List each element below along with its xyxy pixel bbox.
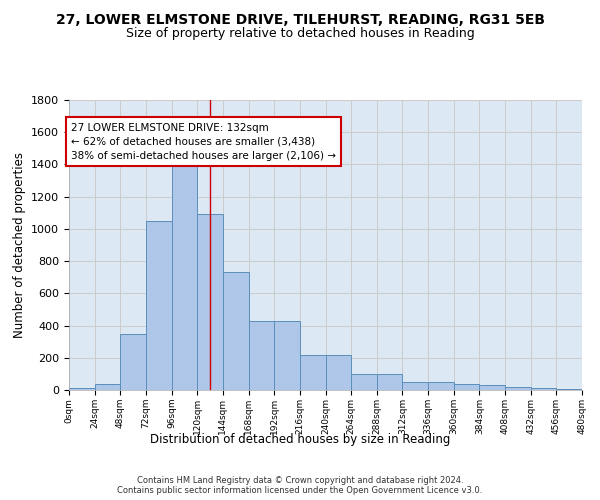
Bar: [146, 221, 172, 390]
Bar: [274, 320, 300, 390]
Text: Size of property relative to detached houses in Reading: Size of property relative to detached ho…: [125, 28, 475, 40]
Bar: [454, 384, 479, 390]
Bar: [69, 388, 95, 390]
Bar: [121, 334, 146, 390]
Bar: [428, 382, 454, 390]
Bar: [248, 320, 274, 390]
Bar: [556, 389, 582, 390]
Bar: [325, 356, 351, 390]
Bar: [172, 156, 197, 390]
Text: Contains HM Land Registry data © Crown copyright and database right 2024.
Contai: Contains HM Land Registry data © Crown c…: [118, 476, 482, 495]
Bar: [531, 388, 556, 390]
Bar: [95, 384, 121, 390]
Text: Distribution of detached houses by size in Reading: Distribution of detached houses by size …: [150, 432, 450, 446]
Bar: [505, 387, 531, 390]
Bar: [479, 385, 505, 390]
Text: 27 LOWER ELMSTONE DRIVE: 132sqm
← 62% of detached houses are smaller (3,438)
38%: 27 LOWER ELMSTONE DRIVE: 132sqm ← 62% of…: [71, 122, 336, 160]
Text: 27, LOWER ELMSTONE DRIVE, TILEHURST, READING, RG31 5EB: 27, LOWER ELMSTONE DRIVE, TILEHURST, REA…: [56, 12, 545, 26]
Bar: [351, 374, 377, 390]
Bar: [300, 356, 325, 390]
Bar: [223, 272, 248, 390]
Y-axis label: Number of detached properties: Number of detached properties: [13, 152, 26, 338]
Bar: [197, 214, 223, 390]
Bar: [377, 374, 403, 390]
Bar: [403, 382, 428, 390]
